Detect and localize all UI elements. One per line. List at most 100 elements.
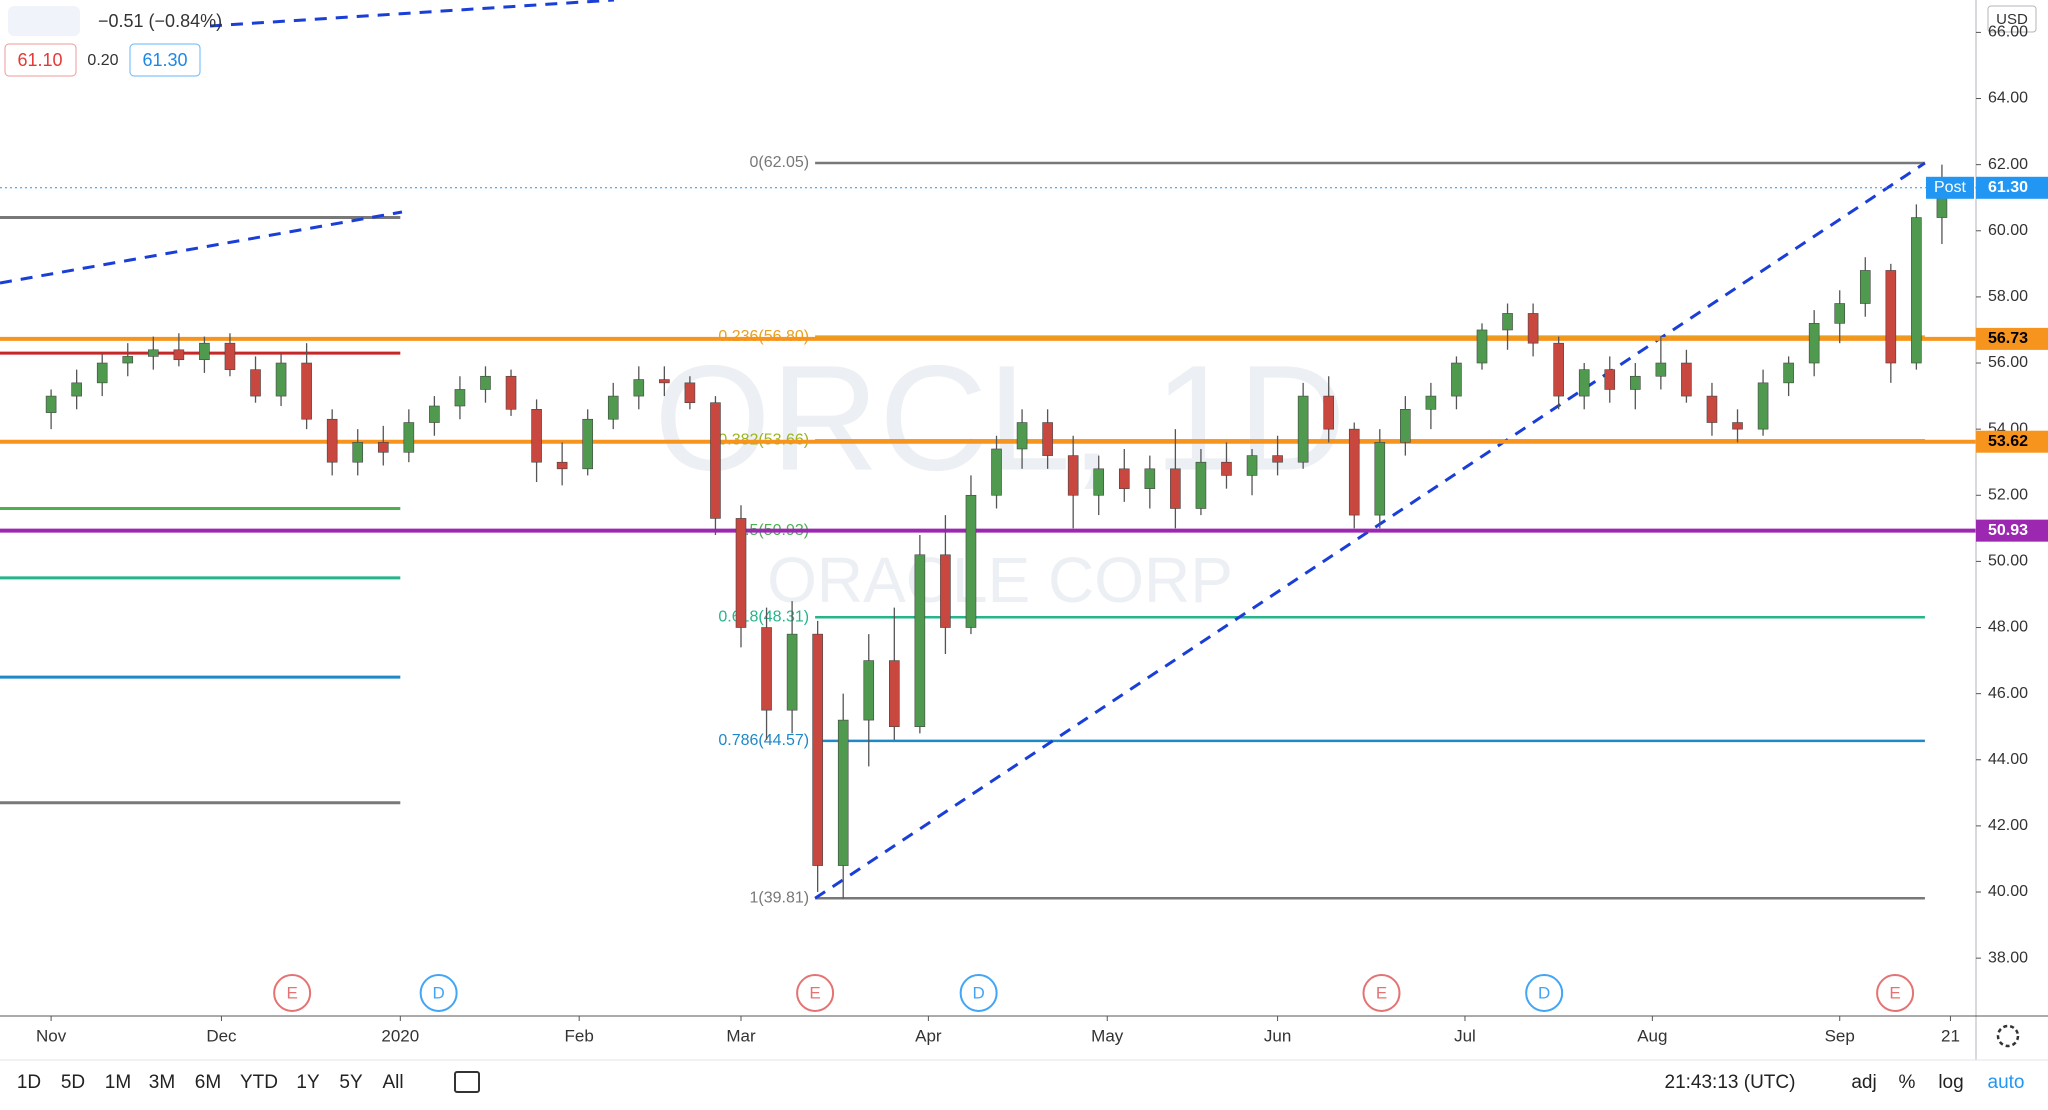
y-tick-label: 50.00 <box>1988 553 2028 570</box>
x-tick-label: Feb <box>565 1026 594 1045</box>
event-label: E <box>286 983 297 1002</box>
fib-label: 0.618(48.31) <box>718 608 809 625</box>
candle-body <box>1757 382 1769 430</box>
candle-body <box>863 660 875 721</box>
candle-body <box>991 448 1002 496</box>
event-label: D <box>1538 983 1550 1002</box>
candle-body <box>199 342 210 361</box>
candle-body <box>1859 270 1871 304</box>
drawing-line <box>209 0 615 28</box>
price-badge <box>1976 430 2048 453</box>
currency: USD <box>1996 11 2028 28</box>
candle-body <box>1681 362 1692 397</box>
candle-body <box>1221 461 1232 476</box>
y-tick-label: 48.00 <box>1988 619 2028 636</box>
range-button[interactable]: YTD <box>240 1072 278 1093</box>
ask: 61.30 <box>142 50 187 70</box>
range-button[interactable]: 1M <box>105 1072 131 1093</box>
event-marker[interactable] <box>959 974 998 1012</box>
trend-line <box>814 161 1926 900</box>
candle-body <box>71 382 82 397</box>
calendar-icon[interactable] <box>454 1071 480 1093</box>
candle-body <box>710 402 721 519</box>
toolbar: 1D 5D 1M 3M 6M YTD 1Y 5Y All 21:43:13 (UTC) adj% lo… <box>17 1072 2025 1093</box>
fib-label: 0(62.05) <box>750 154 810 171</box>
range-button[interactable]: 3M <box>149 1072 175 1093</box>
y-tick-label: 40.00 <box>1988 883 2028 900</box>
currency-box[interactable] <box>1987 5 2037 33</box>
legend-icons[interactable] <box>8 6 80 36</box>
x-tick-label: Sep <box>1825 1026 1855 1045</box>
candle-body <box>889 660 900 728</box>
candle-body <box>1553 342 1564 397</box>
fib-label: 0.236(56.80) <box>718 328 809 345</box>
candle-body <box>301 362 312 420</box>
candle-body <box>148 349 159 357</box>
candle-body <box>1630 375 1641 390</box>
event-marker[interactable] <box>419 974 458 1012</box>
bid: 61.10 <box>17 50 62 70</box>
candle-body <box>1783 362 1794 384</box>
candle-body <box>1808 323 1820 364</box>
event-marker[interactable] <box>1876 974 1915 1012</box>
option-button[interactable]: % <box>1899 1072 1916 1093</box>
drawing-line <box>0 210 403 285</box>
candle-body <box>1170 468 1181 509</box>
option-button[interactable]: auto <box>1988 1072 2025 1093</box>
range-button[interactable]: 1Y <box>296 1072 320 1093</box>
ask-box[interactable] <box>129 43 201 77</box>
candle-body <box>1655 362 1667 377</box>
candle-body <box>556 461 568 470</box>
x-tick-label: 21 <box>1941 1026 1960 1045</box>
option-button[interactable]: adj <box>1851 1072 1876 1093</box>
event-marker[interactable] <box>796 974 835 1012</box>
price-badge-label: 50.93 <box>1988 522 2028 539</box>
event-marker[interactable] <box>273 974 312 1012</box>
candle-body <box>1400 409 1411 443</box>
event-marker[interactable] <box>1362 974 1401 1012</box>
y-tick-label: 46.00 <box>1988 685 2028 702</box>
candle-body <box>1911 217 1922 364</box>
candle-body <box>812 633 823 866</box>
candle-body <box>377 442 389 453</box>
x-tick-label: Jun <box>1264 1026 1291 1045</box>
candle-body <box>275 362 287 397</box>
price-badge-label: 53.62 <box>1988 433 2028 450</box>
range-button[interactable]: 6M <box>195 1072 221 1093</box>
candle-body <box>786 633 798 711</box>
candle-body <box>1067 455 1079 496</box>
candle-body <box>1016 422 1028 450</box>
candle-body <box>1451 362 1462 397</box>
y-tick-label: 56.00 <box>1988 354 2028 371</box>
settings-icon[interactable] <box>1996 1024 2020 1048</box>
candle-body <box>735 518 747 628</box>
candle-body <box>122 356 134 364</box>
x-tick-label: Mar <box>726 1026 756 1045</box>
candle-body <box>659 379 670 384</box>
y-tick-label: 44.00 <box>1988 751 2028 768</box>
candle-body <box>684 382 696 403</box>
bid-box[interactable] <box>4 43 77 77</box>
x-tick-label: Apr <box>915 1026 942 1045</box>
candle-body <box>96 362 108 384</box>
candle-body <box>1476 329 1488 364</box>
candle-body <box>224 342 236 370</box>
range-button[interactable]: All <box>382 1072 403 1093</box>
option-button[interactable]: log <box>1938 1072 1963 1093</box>
candle-body <box>1578 369 1590 397</box>
change: −0.51 (−0.84%) <box>98 11 222 31</box>
candle-body <box>454 389 466 407</box>
candle-body <box>1374 442 1386 516</box>
candle-body <box>633 379 645 397</box>
candle-body <box>1042 422 1053 456</box>
post-tag-label: Post <box>1934 179 1967 196</box>
range-button[interactable]: 1D <box>17 1072 41 1093</box>
range-button[interactable]: 5D <box>61 1072 85 1093</box>
last-price-label: 61.30 <box>1988 179 2028 196</box>
event-marker[interactable] <box>1525 974 1564 1012</box>
candle-body <box>1885 270 1897 364</box>
candle-body <box>1425 395 1437 410</box>
range-button[interactable]: 5Y <box>339 1072 363 1093</box>
